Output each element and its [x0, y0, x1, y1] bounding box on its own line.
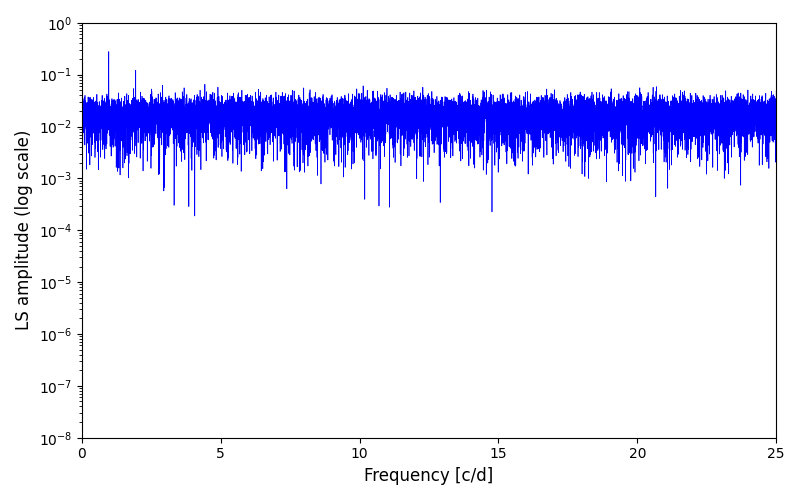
- Y-axis label: LS amplitude (log scale): LS amplitude (log scale): [15, 130, 33, 330]
- X-axis label: Frequency [c/d]: Frequency [c/d]: [364, 467, 494, 485]
